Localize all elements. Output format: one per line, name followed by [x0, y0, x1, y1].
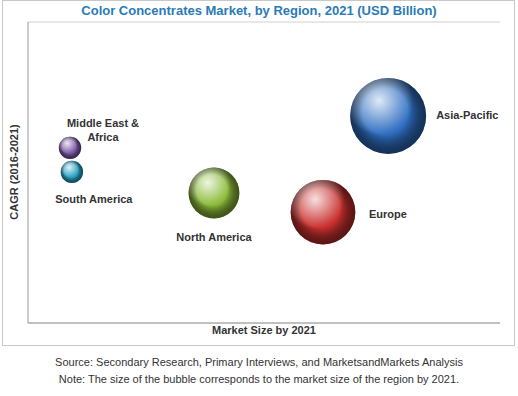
- html-text:Note: The size of the bubble c: Note: The size of the bubble corresponds…: [58, 373, 460, 385]
- html-text:Source: Secondary Research, Pr: Source: Secondary Research, Primary Inte…: [55, 356, 463, 368]
- svg-text:Africa: Africa: [87, 131, 119, 143]
- svg-text:Europe: Europe: [369, 208, 407, 220]
- svg-text:North America: North America: [176, 231, 252, 243]
- svg-text:Asia-Pacific: Asia-Pacific: [436, 109, 498, 121]
- svg-text:Middle East &: Middle East &: [67, 117, 139, 129]
- html-text:Color Concentrates Market, by: Color Concentrates Market, by Region, 20…: [81, 3, 437, 18]
- html-text:Market Size by 2021: Market Size by 2021: [212, 324, 316, 336]
- svg-text:South America: South America: [55, 193, 133, 205]
- html-text:CAGR (2016-2021): CAGR (2016-2021): [8, 124, 20, 220]
